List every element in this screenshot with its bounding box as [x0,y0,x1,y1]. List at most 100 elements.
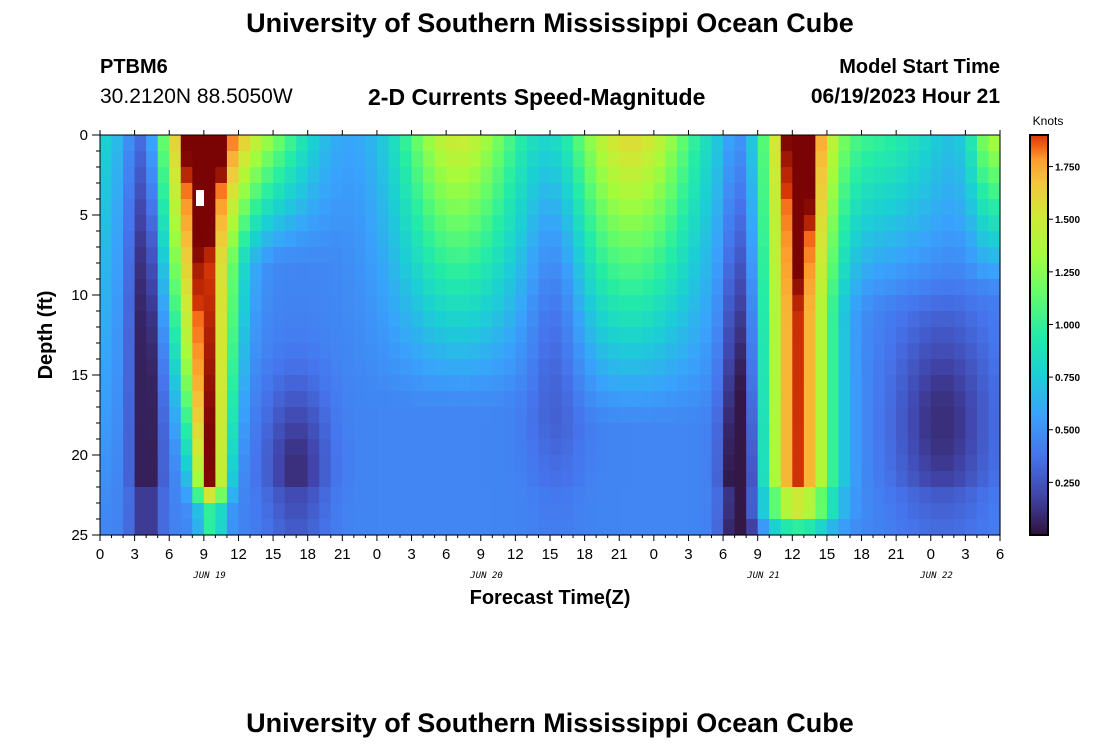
heatmap-cell [400,327,413,344]
heatmap-cell [919,423,932,440]
heatmap-cell [480,407,493,424]
heatmap-cell [976,327,990,344]
heatmap-cell [446,167,459,184]
heatmap-cell [711,167,724,184]
heatmap-cell [400,455,413,472]
heatmap-cell [850,455,863,472]
heatmap-cell [134,183,147,200]
heatmap-cell [550,487,563,504]
heatmap-cell [180,471,193,488]
heatmap-cell [480,519,493,536]
heatmap-cell [330,327,343,344]
heatmap-cell [423,295,436,312]
heatmap-cell [815,295,828,312]
heatmap-cell [319,279,332,296]
heatmap-cell [365,455,378,472]
heatmap-cell [342,519,355,536]
heatmap-cell [838,215,851,232]
heatmap-cell [307,311,320,328]
heatmap-cell [665,407,678,424]
heatmap-cell [850,327,863,344]
heatmap-cell [134,391,147,408]
heatmap-cell [584,231,597,248]
heatmap-cell [400,487,413,504]
x-axis-label: Forecast Time(Z) [470,587,631,609]
heatmap-cell [746,167,759,184]
heatmap-cell [873,503,886,520]
heatmap-cell [850,263,863,280]
heatmap-cell [492,375,505,392]
y-axis-label: Depth (ft) [35,291,57,380]
heatmap-cell [630,359,643,376]
heatmap-cell [284,487,297,504]
heatmap-cell [296,439,309,456]
heatmap-cell [573,215,586,232]
heatmap-cell [596,375,609,392]
heatmap-cell [769,199,782,216]
heatmap-cell [238,135,251,152]
heatmap-cell [203,327,216,344]
heatmap-cell [550,503,563,520]
heatmap-cell [573,295,586,312]
y-tick-label: 5 [80,207,88,224]
heatmap-cell [296,183,309,200]
heatmap-cell [469,215,482,232]
heatmap-cell [792,407,805,424]
heatmap-cell [330,167,343,184]
heatmap-cell [896,135,909,152]
heatmap-cell [965,471,978,488]
heatmap-cell [838,439,851,456]
heatmap-cell [884,487,897,504]
heatmap-cell [146,503,159,520]
heatmap-cell [676,503,690,520]
y-tick-label: 20 [71,447,88,464]
heatmap-cell [619,311,632,328]
heatmap-cell [619,279,632,296]
heatmap-cell [746,359,759,376]
heatmap-cell [469,263,482,280]
heatmap-cell [942,167,955,184]
x-tick-label: 6 [165,546,173,563]
heatmap-cell [942,263,955,280]
heatmap-cell [100,391,113,408]
heatmap-cell [123,135,136,152]
heatmap-cell [157,327,170,344]
heatmap-cell [642,167,655,184]
heatmap-cell [630,519,643,536]
heatmap-cell [526,263,540,280]
heatmap-cell [653,375,666,392]
heatmap-cell [723,391,736,408]
heatmap-cell [780,263,793,280]
heatmap-cell [538,215,551,232]
heatmap-cell [250,519,263,536]
heatmap-cell [988,519,1001,536]
heatmap-cell [261,375,274,392]
heatmap-cell [215,215,228,232]
heatmap-cell [688,279,701,296]
heatmap-cell [919,247,932,264]
heatmap-cell [111,423,124,440]
heatmap-cell [607,279,620,296]
heatmap-cell [365,311,378,328]
heatmap-cell [792,199,805,216]
heatmap-cell [123,295,136,312]
heatmap-cell [492,343,505,360]
heatmap-cell [942,519,955,536]
heatmap-cell [723,487,736,504]
heatmap-cell [953,503,966,520]
heatmap-cell [884,439,897,456]
heatmap-cell [757,471,770,488]
heatmap-cell [457,455,470,472]
heatmap-cell [434,135,447,152]
heatmap-cell [584,423,597,440]
heatmap-cell [965,391,978,408]
heatmap-cell [400,359,413,376]
heatmap-cell [861,423,874,440]
heatmap-cell [953,135,966,152]
heatmap-cell [873,343,886,360]
heatmap-cell [226,199,240,216]
heatmap-cell [503,295,516,312]
heatmap-cell [642,391,655,408]
heatmap-cell [653,423,666,440]
heatmap-cell [688,343,701,360]
